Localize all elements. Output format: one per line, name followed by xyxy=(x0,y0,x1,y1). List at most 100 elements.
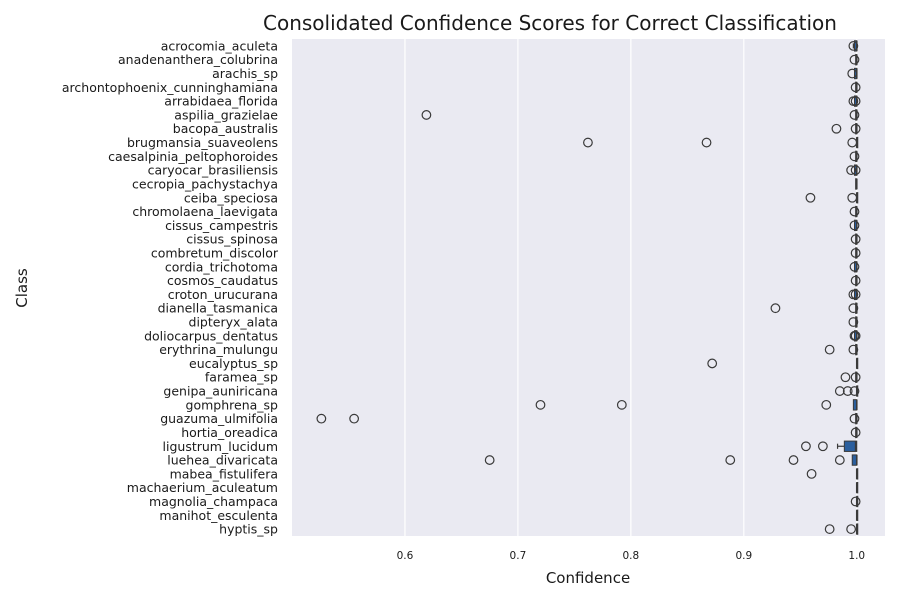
y-tick-label: manihot_esculenta xyxy=(159,508,278,523)
y-axis-label: Class xyxy=(13,268,31,308)
box-arachis_sp xyxy=(847,67,858,80)
y-tick-label: machaerium_aculeatum xyxy=(127,480,278,495)
outlier-point xyxy=(616,399,627,410)
outlier-point xyxy=(821,399,832,410)
y-tick-label: arrabidaea_florida xyxy=(164,94,278,109)
box-archontophoenix_cunninghamiana xyxy=(850,81,861,93)
box-doliocarpus_dentatus xyxy=(849,330,861,342)
y-tick-label: cecropia_pachystachya xyxy=(132,176,278,191)
outlier-point xyxy=(770,303,781,314)
y-tick-label: bacopa_australis xyxy=(173,121,278,136)
outlier-point xyxy=(850,372,861,383)
box-eucalyptus_sp xyxy=(707,357,859,370)
outlier-point xyxy=(850,330,861,341)
box-magnolia_champaca xyxy=(850,495,861,508)
y-tick-label: ceiba_speciosa xyxy=(184,190,278,205)
x-axis-label: Confidence xyxy=(546,569,630,587)
outlier-point xyxy=(850,234,861,245)
box-cosmos_caudatus xyxy=(850,274,861,287)
outlier-point xyxy=(849,206,860,217)
outlier-point xyxy=(349,413,360,424)
outlier-point xyxy=(850,123,861,134)
outlier-point xyxy=(840,372,851,383)
y-tick-label: cissus_spinosa xyxy=(186,232,278,247)
y-tick-label: ligustrum_lucidum xyxy=(163,439,278,454)
outlier-point xyxy=(707,358,718,369)
outlier-point xyxy=(848,41,859,51)
outlier-point xyxy=(824,344,835,355)
box-croton_urucurana xyxy=(848,288,861,301)
outlier-point xyxy=(824,524,835,534)
y-tick-label: cissus_campestris xyxy=(165,218,278,233)
box-ligustrum_lucidum xyxy=(801,440,858,452)
outlier-point xyxy=(801,441,811,452)
y-tick-label: eucalyptus_sp xyxy=(189,356,278,371)
x-tick-label: 1.0 xyxy=(848,550,865,562)
y-tick-label: dianella_tasmanica xyxy=(158,301,278,316)
box-anadenanthera_colubrina xyxy=(849,54,860,66)
x-tick-label: 0.9 xyxy=(735,550,752,562)
box-caryocar_brasiliensis xyxy=(846,164,861,176)
y-tick-label: cosmos_caudatus xyxy=(167,273,278,288)
outlier-point xyxy=(834,455,845,465)
outlier-point xyxy=(806,468,817,479)
outlier-point xyxy=(848,317,859,327)
outlier-point xyxy=(850,165,861,176)
box-gomphrena_sp xyxy=(535,399,858,411)
outlier-point xyxy=(725,455,736,465)
outlier-point xyxy=(849,220,860,231)
box-luehea_divaricata xyxy=(484,454,858,466)
box-acrocomia_aculeta xyxy=(848,40,859,52)
y-tick-label: brugmansia_suaveolens xyxy=(127,135,278,150)
box-cissus_campestris xyxy=(849,219,860,232)
outlier-point xyxy=(831,123,842,134)
x-tick-label: 0.7 xyxy=(510,550,527,562)
box-arrabidaea_florida xyxy=(848,95,861,107)
outlier-point xyxy=(847,192,858,203)
outlier-point xyxy=(701,137,712,148)
box-bacopa_australis xyxy=(831,123,861,135)
box-cordia_trichotoma xyxy=(849,261,860,273)
box-caesalpinia_peltophoroides xyxy=(849,150,860,163)
box-mabea_fistulifera xyxy=(806,468,859,480)
x-tick-label: 0.8 xyxy=(623,550,640,562)
y-tick-label: dipteryx_alata xyxy=(189,315,278,330)
box-aspilia_grazielae xyxy=(421,109,860,121)
y-tick-label: faramea_sp xyxy=(205,370,278,385)
y-tick-label: guazuma_ulmifolia xyxy=(160,411,278,426)
outlier-point xyxy=(850,248,861,258)
box-erythrina_mulungu xyxy=(824,343,859,356)
outlier-point xyxy=(850,96,861,107)
outlier-point xyxy=(849,413,860,424)
box-cissus_spinosa xyxy=(850,233,861,245)
y-tick-label: gomphrena_sp xyxy=(186,397,279,412)
outlier-point xyxy=(842,386,853,396)
outlier-point xyxy=(849,151,860,162)
outlier-point xyxy=(849,110,860,120)
grid-lines xyxy=(404,39,858,536)
box-dipteryx_alata xyxy=(848,316,859,328)
outlier-point xyxy=(850,289,861,300)
outlier-point xyxy=(421,110,432,120)
y-tick-label: croton_urucurana xyxy=(168,287,278,302)
y-tick-label: chromolaena_laevigata xyxy=(132,204,278,219)
y-tick-label: mabea_fistulifera xyxy=(170,466,278,481)
outlier-point xyxy=(484,455,495,465)
outlier-point xyxy=(846,524,857,534)
outlier-point xyxy=(583,137,593,148)
outlier-point xyxy=(834,386,845,396)
box-hortia_oreadica xyxy=(850,426,861,439)
y-tick-label: genipa_auniricana xyxy=(163,384,278,399)
outlier-point xyxy=(848,344,859,355)
y-tick-label: caryocar_brasiliensis xyxy=(148,163,278,178)
box-guazuma_ulmifolia xyxy=(316,412,860,425)
x-axis-ticks: 0.6 0.7 0.8 0.9 1.0 xyxy=(397,550,866,562)
plot-background xyxy=(292,39,885,536)
outlier-point xyxy=(850,82,861,93)
box-chromolaena_laevigata xyxy=(849,205,860,218)
outlier-point xyxy=(850,427,861,438)
outlier-point xyxy=(316,413,327,424)
iqr-box xyxy=(843,440,858,452)
box-genipa_auniricana xyxy=(834,385,860,397)
